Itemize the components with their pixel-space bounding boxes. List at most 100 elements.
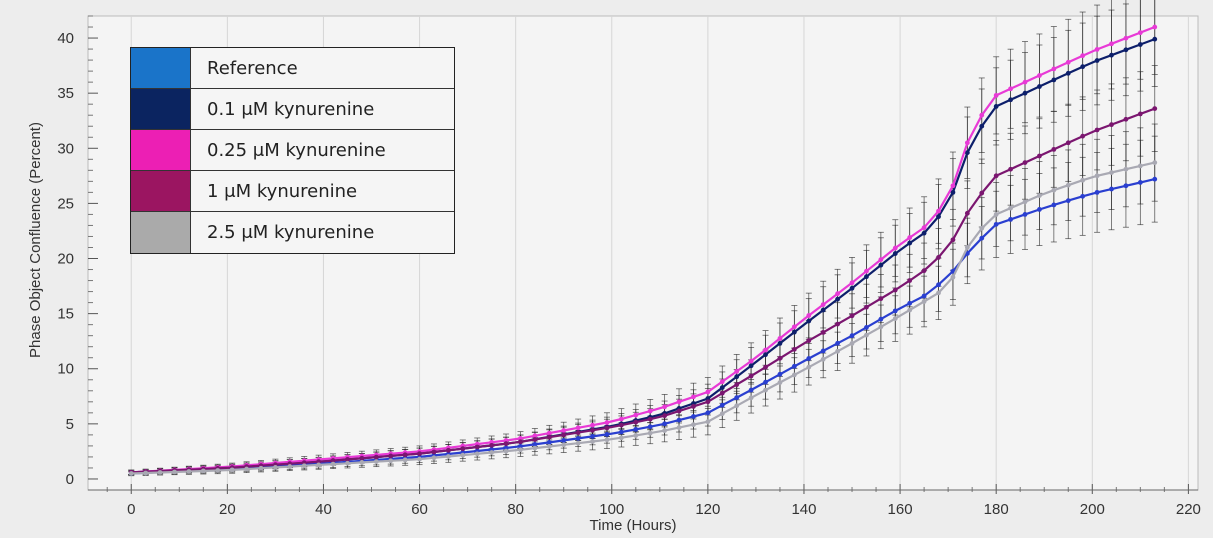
- data-point: [993, 173, 999, 179]
- data-point: [835, 296, 841, 302]
- data-point: [763, 387, 768, 393]
- x-tick-label: 200: [1080, 501, 1105, 518]
- data-point: [518, 436, 523, 441]
- data-point: [820, 307, 826, 313]
- data-point: [1037, 153, 1042, 159]
- data-point: [1022, 79, 1028, 85]
- data-point: [691, 394, 696, 400]
- x-tick-label: 160: [888, 501, 913, 518]
- data-point: [705, 410, 711, 416]
- data-point: [936, 214, 941, 220]
- data-point: [1109, 122, 1114, 128]
- data-point: [979, 225, 985, 231]
- data-point: [691, 414, 696, 419]
- data-point: [1008, 216, 1013, 222]
- data-point: [518, 443, 523, 449]
- data-point: [388, 458, 394, 464]
- data-point: [878, 296, 884, 302]
- y-axis-title: Phase Object Confluence (Percent): [27, 122, 44, 358]
- data-point: [518, 447, 523, 453]
- data-point: [1037, 84, 1042, 89]
- data-point: [878, 324, 884, 330]
- data-point: [445, 454, 451, 459]
- data-point: [647, 408, 653, 414]
- y-tick-label: 0: [66, 471, 74, 488]
- data-point: [1065, 198, 1071, 204]
- data-point: [1080, 53, 1086, 59]
- series-line: [131, 25, 1156, 474]
- data-point: [1022, 212, 1028, 217]
- data-point: [1094, 58, 1100, 63]
- data-point: [157, 470, 163, 475]
- data-point: [1094, 127, 1100, 133]
- data-point: [979, 112, 985, 118]
- data-point: [892, 245, 898, 251]
- data-point: [936, 290, 941, 296]
- data-point: [1152, 176, 1158, 182]
- data-point: [373, 459, 379, 465]
- data-point: [503, 448, 509, 454]
- data-point: [907, 235, 913, 240]
- data-point: [1065, 70, 1071, 76]
- data-point: [719, 402, 725, 408]
- data-point: [921, 299, 927, 304]
- data-point: [950, 237, 956, 243]
- data-point: [618, 435, 624, 441]
- data-point: [705, 419, 711, 425]
- data-point: [763, 364, 768, 370]
- data-point: [460, 446, 466, 452]
- data-point: [1051, 66, 1057, 72]
- data-point: [546, 434, 552, 440]
- data-point: [359, 460, 365, 465]
- data-point: [618, 429, 624, 435]
- data-point: [964, 245, 970, 250]
- data-point: [1065, 140, 1071, 146]
- data-point: [864, 325, 869, 330]
- data-point: [763, 379, 768, 385]
- data-point: [1123, 116, 1129, 122]
- data-point: [633, 426, 639, 432]
- data-point: [618, 422, 624, 428]
- data-point: [561, 432, 567, 438]
- series-line: [131, 107, 1156, 474]
- y-tick-label: 25: [57, 195, 74, 212]
- data-point: [316, 462, 322, 468]
- data-point: [820, 302, 826, 307]
- data-point: [1051, 146, 1057, 152]
- y-tick-label: 35: [57, 85, 74, 102]
- data-point: [964, 210, 970, 216]
- data-point: [777, 336, 783, 341]
- data-point: [676, 417, 682, 423]
- legend-swatch-reference: [131, 48, 191, 88]
- data-point: [460, 452, 466, 458]
- data-point: [575, 425, 581, 431]
- legend-item: Reference: [131, 48, 454, 89]
- data-point: [1065, 59, 1071, 65]
- data-point: [1137, 163, 1143, 169]
- data-point: [835, 348, 841, 354]
- data-point: [345, 460, 350, 466]
- legend-label: 0.25 μM kynurenine: [207, 140, 386, 161]
- data-point: [748, 373, 754, 379]
- data-point: [691, 404, 696, 409]
- legend-item: 1 μM kynurenine: [131, 171, 454, 212]
- data-point: [1137, 111, 1143, 117]
- data-point: [719, 411, 725, 417]
- data-point: [1037, 73, 1042, 78]
- data-point: [734, 382, 740, 388]
- data-point: [892, 287, 898, 293]
- x-axis-title: Time (Hours): [590, 517, 677, 534]
- data-point: [878, 316, 884, 322]
- data-point: [1109, 41, 1114, 47]
- data-point: [402, 457, 408, 463]
- data-point: [734, 374, 740, 380]
- data-point: [676, 399, 682, 405]
- data-point: [734, 395, 740, 401]
- data-point: [1094, 173, 1100, 179]
- data-point: [791, 363, 797, 369]
- data-point: [921, 268, 927, 274]
- data-point: [474, 451, 480, 457]
- data-point: [950, 189, 956, 195]
- series-1-m-kynurenine: [128, 106, 1158, 475]
- series-line: [131, 161, 1156, 475]
